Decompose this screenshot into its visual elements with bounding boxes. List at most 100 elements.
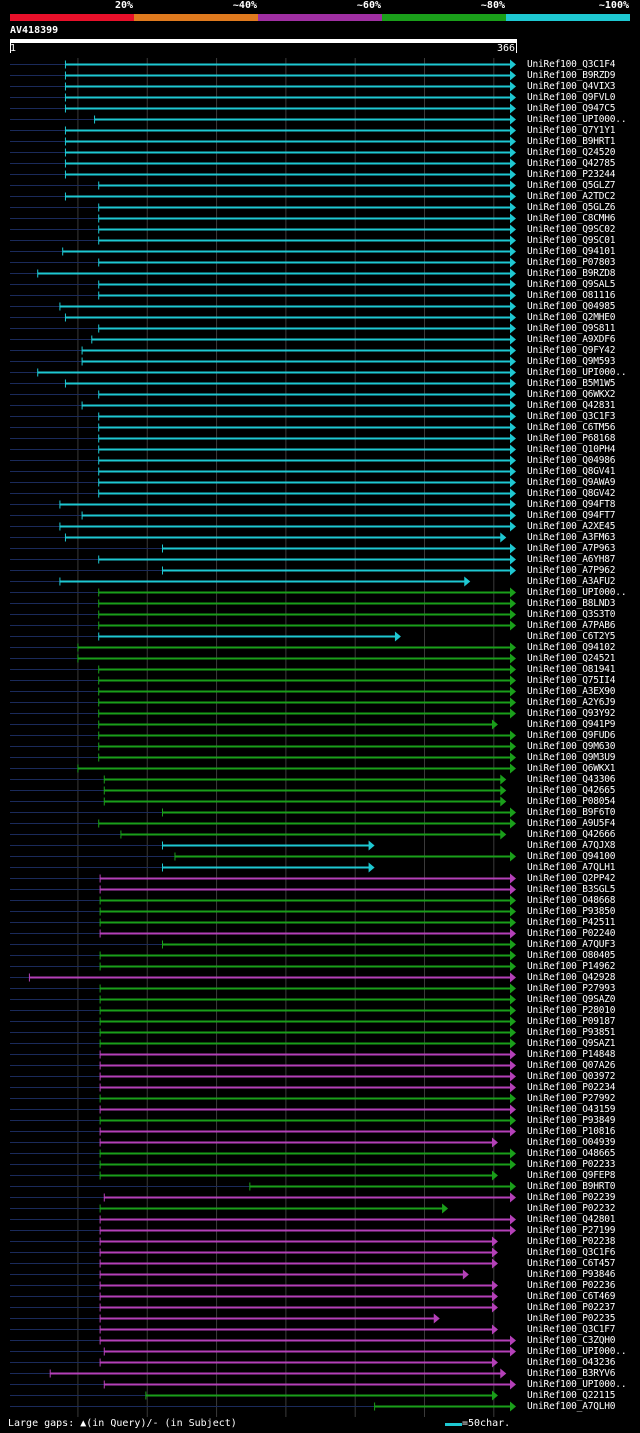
hit-label[interactable]: UniRef100_A7P963 (527, 543, 616, 554)
hit-label[interactable]: UniRef100_A3AFU2 (527, 576, 616, 587)
hit-label[interactable]: UniRef100_UPI000.. (527, 1379, 627, 1390)
hit-label[interactable]: UniRef100_Q22115 (527, 1390, 616, 1401)
hit-label[interactable]: UniRef100_B8LND3 (527, 598, 616, 609)
hit-label[interactable]: UniRef100_P93850 (527, 906, 616, 917)
hit-label[interactable]: UniRef100_Q10PH4 (527, 444, 616, 455)
hit-label[interactable]: UniRef100_A7QLH1 (527, 862, 616, 873)
hit-label[interactable]: UniRef100_Q4VIX3 (527, 81, 616, 92)
hit-label[interactable]: UniRef100_Q2MHE0 (527, 312, 616, 323)
hit-label[interactable]: UniRef100_B9HRT1 (527, 136, 616, 147)
hit-label[interactable]: UniRef100_Q8GV42 (527, 488, 616, 499)
hit-label[interactable]: UniRef100_O80405 (527, 950, 616, 961)
hit-label[interactable]: UniRef100_A7QLH0 (527, 1401, 616, 1412)
hit-label[interactable]: UniRef100_A3EX90 (527, 686, 616, 697)
hit-label[interactable]: UniRef100_Q5GLZ6 (527, 202, 616, 213)
hit-label[interactable]: UniRef100_B9RZD9 (527, 70, 616, 81)
hit-label[interactable]: UniRef100_UPI000.. (527, 587, 627, 598)
hit-label[interactable]: UniRef100_P02237 (527, 1302, 616, 1313)
hit-label[interactable]: UniRef100_Q8GV41 (527, 466, 616, 477)
hit-label[interactable]: UniRef100_B9F6T0 (527, 807, 616, 818)
hit-label[interactable]: UniRef100_Q42928 (527, 972, 616, 983)
hit-label[interactable]: UniRef100_Q941P9 (527, 719, 616, 730)
hit-label[interactable]: UniRef100_Q9FUD6 (527, 730, 616, 741)
hit-label[interactable]: UniRef100_C6T457 (527, 1258, 616, 1269)
hit-label[interactable]: UniRef100_A2TDC2 (527, 191, 616, 202)
hit-label[interactable]: UniRef100_P10816 (527, 1126, 616, 1137)
hit-label[interactable]: UniRef100_B3SGL5 (527, 884, 616, 895)
hit-label[interactable]: UniRef100_P14848 (527, 1049, 616, 1060)
hit-label[interactable]: UniRef100_O43159 (527, 1104, 616, 1115)
hit-label[interactable]: UniRef100_B3RYV6 (527, 1368, 616, 1379)
hit-label[interactable]: UniRef100_Q42665 (527, 785, 616, 796)
hit-label[interactable]: UniRef100_C8CMH6 (527, 213, 616, 224)
hit-label[interactable]: UniRef100_Q93Y92 (527, 708, 616, 719)
hit-label[interactable]: UniRef100_P93849 (527, 1115, 616, 1126)
hit-label[interactable]: UniRef100_Q9FVL0 (527, 92, 616, 103)
hit-label[interactable]: UniRef100_Q75II4 (527, 675, 616, 686)
hit-label[interactable]: UniRef100_A2XE45 (527, 521, 616, 532)
hit-label[interactable]: UniRef100_O48665 (527, 1148, 616, 1159)
hit-label[interactable]: UniRef100_Q9M630 (527, 741, 616, 752)
hit-label[interactable]: UniRef100_UPI000.. (527, 114, 627, 125)
hit-label[interactable]: UniRef100_P27993 (527, 983, 616, 994)
hit-label[interactable]: UniRef100_Q3C1F6 (527, 1247, 616, 1258)
hit-label[interactable]: UniRef100_Q9M3U9 (527, 752, 616, 763)
hit-label[interactable]: UniRef100_O81941 (527, 664, 616, 675)
hit-label[interactable]: UniRef100_B5M1W5 (527, 378, 616, 389)
hit-label[interactable]: UniRef100_Q04986 (527, 455, 616, 466)
hit-label[interactable]: UniRef100_Q9FY42 (527, 345, 616, 356)
hit-label[interactable]: UniRef100_A9U5F4 (527, 818, 616, 829)
hit-label[interactable]: UniRef100_Q43306 (527, 774, 616, 785)
hit-label[interactable]: UniRef100_Q6WKX1 (527, 763, 616, 774)
hit-label[interactable]: UniRef100_Q94102 (527, 642, 616, 653)
hit-label[interactable]: UniRef100_C6T2Y5 (527, 631, 616, 642)
hit-label[interactable]: UniRef100_Q9S811 (527, 323, 616, 334)
hit-label[interactable]: UniRef100_P42511 (527, 917, 616, 928)
hit-label[interactable]: UniRef100_Q94FT8 (527, 499, 616, 510)
hit-label[interactable]: UniRef100_Q42785 (527, 158, 616, 169)
hit-label[interactable]: UniRef100_C6T469 (527, 1291, 616, 1302)
hit-label[interactable]: UniRef100_A7QUF3 (527, 939, 616, 950)
hit-label[interactable]: UniRef100_A3FM63 (527, 532, 616, 543)
hit-label[interactable]: UniRef100_Q03972 (527, 1071, 616, 1082)
hit-label[interactable]: UniRef100_Q9AWA9 (527, 477, 616, 488)
hit-label[interactable]: UniRef100_A7QJX8 (527, 840, 616, 851)
hit-label[interactable]: UniRef100_Q9M593 (527, 356, 616, 367)
hit-label[interactable]: UniRef100_P93846 (527, 1269, 616, 1280)
hit-label[interactable]: UniRef100_P09187 (527, 1016, 616, 1027)
hit-label[interactable]: UniRef100_P02240 (527, 928, 616, 939)
hit-label[interactable]: UniRef100_A2Y6J9 (527, 697, 616, 708)
hit-label[interactable]: UniRef100_P08054 (527, 796, 616, 807)
hit-label[interactable]: UniRef100_O48668 (527, 895, 616, 906)
hit-label[interactable]: UniRef100_A6YH87 (527, 554, 616, 565)
hit-label[interactable]: UniRef100_P02238 (527, 1236, 616, 1247)
hit-label[interactable]: UniRef100_Q42666 (527, 829, 616, 840)
hit-label[interactable]: UniRef100_Q9SC01 (527, 235, 616, 246)
hit-label[interactable]: UniRef100_Q7Y1Y1 (527, 125, 616, 136)
hit-label[interactable]: UniRef100_C6TM56 (527, 422, 616, 433)
hit-label[interactable]: UniRef100_B9HRT0 (527, 1181, 616, 1192)
hit-label[interactable]: UniRef100_Q3C1F4 (527, 59, 616, 70)
hit-label[interactable]: UniRef100_Q9SAZ1 (527, 1038, 616, 1049)
hit-label[interactable]: UniRef100_Q07A26 (527, 1060, 616, 1071)
hit-label[interactable]: UniRef100_P27992 (527, 1093, 616, 1104)
hit-label[interactable]: UniRef100_P23244 (527, 169, 616, 180)
hit-label[interactable]: UniRef100_A7PAB6 (527, 620, 616, 631)
hit-label[interactable]: UniRef100_Q6WKX2 (527, 389, 616, 400)
hit-label[interactable]: UniRef100_O04939 (527, 1137, 616, 1148)
hit-label[interactable]: UniRef100_Q5GLZ7 (527, 180, 616, 191)
hit-label[interactable]: UniRef100_UPI000.. (527, 1346, 627, 1357)
hit-label[interactable]: UniRef100_Q2PP42 (527, 873, 616, 884)
hit-label[interactable]: UniRef100_P02234 (527, 1082, 616, 1093)
hit-label[interactable]: UniRef100_Q3S3T0 (527, 609, 616, 620)
hit-label[interactable]: UniRef100_O81116 (527, 290, 616, 301)
hit-label[interactable]: UniRef100_P28010 (527, 1005, 616, 1016)
hit-label[interactable]: UniRef100_P27199 (527, 1225, 616, 1236)
hit-label[interactable]: UniRef100_Q94FT7 (527, 510, 616, 521)
hit-label[interactable]: UniRef100_P02236 (527, 1280, 616, 1291)
hit-label[interactable]: UniRef100_A9XDF6 (527, 334, 616, 345)
hit-label[interactable]: UniRef100_Q42831 (527, 400, 616, 411)
hit-label[interactable]: UniRef100_Q9SAZ0 (527, 994, 616, 1005)
hit-label[interactable]: UniRef100_Q947C5 (527, 103, 616, 114)
hit-label[interactable]: UniRef100_Q94101 (527, 246, 616, 257)
